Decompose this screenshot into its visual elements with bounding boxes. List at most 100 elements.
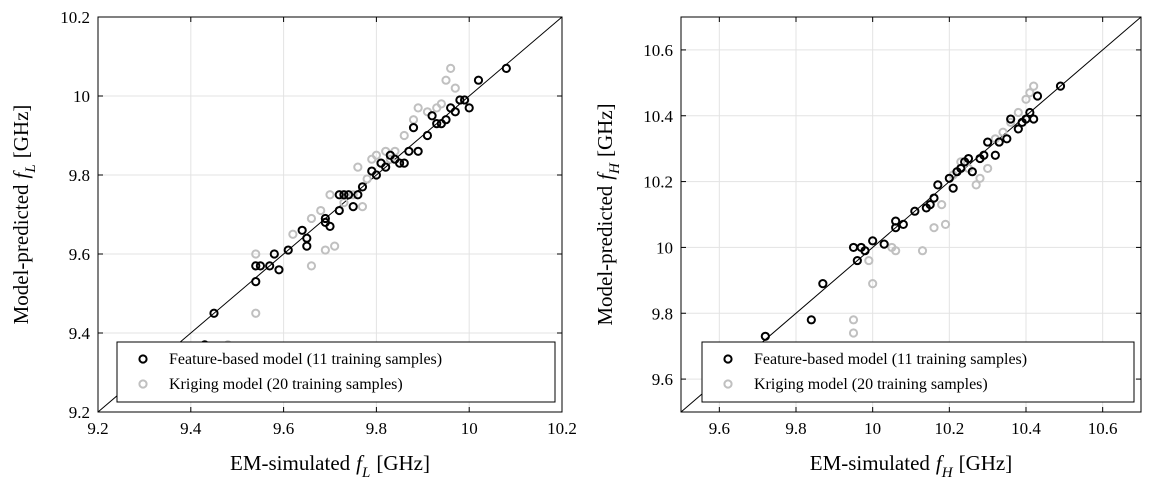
legend-label: Feature-based model (11 training samples… xyxy=(754,351,1027,368)
x-tick-label: 10.4 xyxy=(1011,419,1041,438)
y-tick-label: 10 xyxy=(73,87,90,106)
data-point xyxy=(381,162,391,172)
data-point xyxy=(459,95,470,105)
data-point xyxy=(306,261,317,271)
data-point xyxy=(1013,107,1023,118)
data-point xyxy=(265,261,275,271)
data-point xyxy=(450,107,460,117)
y-tick-label: 9.2 xyxy=(69,403,90,422)
data-point xyxy=(929,223,939,233)
data-point xyxy=(937,200,947,210)
data-point xyxy=(1032,91,1043,101)
data-point xyxy=(956,163,966,174)
legend-box xyxy=(116,341,556,403)
x-tick-label: 9.8 xyxy=(785,419,806,438)
data-point xyxy=(316,205,326,216)
x-tick-label: 9.8 xyxy=(366,419,387,438)
data-point xyxy=(399,158,409,168)
x-tick-label: 9.6 xyxy=(709,419,730,438)
data-point xyxy=(251,277,261,287)
data-point xyxy=(446,63,456,73)
data-point xyxy=(399,130,409,141)
data-point xyxy=(408,123,419,133)
data-point xyxy=(860,246,870,256)
y-tick-label: 9.6 xyxy=(69,245,90,264)
data-point xyxy=(848,315,859,325)
legend: Feature-based model (11 training samples… xyxy=(701,341,1135,403)
data-point xyxy=(948,183,958,193)
data-point xyxy=(940,219,951,229)
legend-label: Kriging model (20 training samples) xyxy=(754,376,988,393)
data-point xyxy=(353,162,363,172)
series-1 xyxy=(200,63,511,350)
data-point xyxy=(971,180,981,190)
y-tick-label: 9.8 xyxy=(69,166,90,185)
axes-box xyxy=(97,16,563,413)
data-point xyxy=(413,146,423,156)
data-point xyxy=(1013,124,1023,134)
axes-box xyxy=(680,16,1142,413)
data-point xyxy=(1025,88,1035,98)
data-point xyxy=(910,206,920,216)
data-point xyxy=(251,261,261,271)
series-1 xyxy=(760,81,1066,341)
data-point xyxy=(274,265,284,275)
legend: Feature-based model (11 training samples… xyxy=(116,341,556,403)
y-tick-label: 10.4 xyxy=(643,107,673,126)
data-point xyxy=(1055,81,1066,91)
y-tick-label: 10 xyxy=(656,238,673,257)
data-point xyxy=(848,328,859,338)
y-tick-label: 10.2 xyxy=(643,173,673,192)
data-point xyxy=(983,163,993,174)
data-point xyxy=(879,239,889,249)
x-tick-label: 9.6 xyxy=(273,419,294,438)
data-point xyxy=(334,190,344,200)
legend-label: Kriging model (20 training samples) xyxy=(169,376,403,393)
legend-marker xyxy=(138,354,148,364)
y-tick-label: 9.6 xyxy=(652,370,673,389)
data-point xyxy=(1002,134,1012,144)
y-axis-label-var: f xyxy=(593,171,617,180)
x-tick-label: 10.6 xyxy=(1088,419,1118,438)
data-point xyxy=(983,137,993,147)
data-point xyxy=(348,202,358,212)
data-point xyxy=(251,249,261,259)
data-point xyxy=(868,279,878,289)
x-axis-label-prefix: EM-simulated xyxy=(230,451,351,475)
data-point xyxy=(898,219,908,229)
data-point xyxy=(422,130,433,141)
data-point xyxy=(408,115,419,125)
data-point xyxy=(251,308,261,318)
y-tick-label: 9.4 xyxy=(69,324,91,343)
data-point xyxy=(325,221,335,231)
data-point xyxy=(891,246,901,256)
legend-marker xyxy=(723,379,733,389)
data-point xyxy=(348,190,358,200)
data-point xyxy=(269,249,279,259)
data-point xyxy=(501,63,511,73)
data-point xyxy=(944,173,954,183)
data-point xyxy=(320,213,330,224)
y-axis-label: Model-predicted fH [GHz] xyxy=(593,103,623,325)
x-tick-label: 10 xyxy=(864,419,881,438)
x-tick-label: 10.2 xyxy=(934,419,964,438)
x-axis-label-var: f xyxy=(356,451,365,475)
legend-marker xyxy=(723,354,733,364)
data-point xyxy=(353,190,363,200)
data-point xyxy=(395,158,405,168)
data-point xyxy=(427,111,437,121)
legend-box xyxy=(701,341,1135,403)
legend-label: Feature-based model (11 training samples… xyxy=(169,351,442,368)
data-point xyxy=(806,315,816,325)
data-point xyxy=(760,331,770,341)
data-point xyxy=(362,174,372,184)
data-point xyxy=(325,190,335,200)
data-point xyxy=(917,246,928,256)
data-point xyxy=(302,233,312,243)
data-point xyxy=(979,150,989,160)
data-point xyxy=(343,190,354,200)
data-point xyxy=(357,202,368,212)
data-point xyxy=(288,229,298,239)
data-point xyxy=(1006,117,1016,127)
y-axis-label-unit: [GHz] xyxy=(9,105,33,159)
